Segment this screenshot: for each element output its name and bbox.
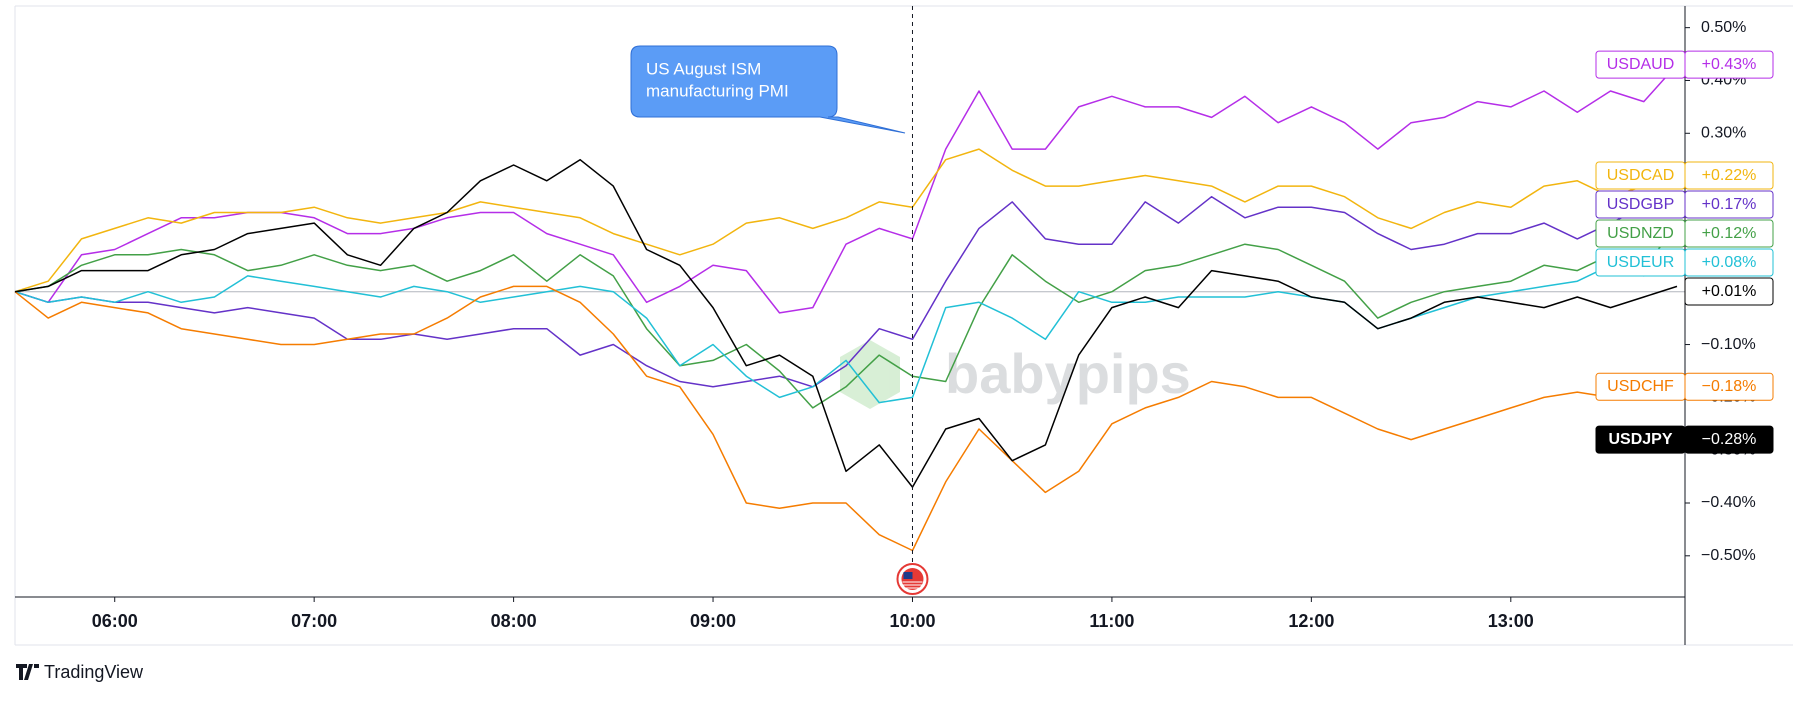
x-tick-label: 08:00	[491, 611, 537, 631]
price-label-box	[1684, 190, 1774, 219]
watermark-icon	[840, 340, 900, 409]
price-label-name: USDCHF	[1607, 378, 1674, 395]
x-tick-label: 12:00	[1288, 611, 1334, 631]
price-label-value: +0.01%	[1702, 283, 1757, 300]
label-layer: USDAUD +0.43% USDCAD +0.22% USDGBP +0.17% USDN…	[1595, 50, 1774, 454]
price-label-name: USDCAD	[1607, 167, 1675, 184]
x-tick-label: 10:00	[889, 611, 935, 631]
y-tick-label: −0.40%	[1701, 494, 1756, 511]
x-tick-label: 07:00	[291, 611, 337, 631]
series-line	[14, 285, 1678, 552]
price-label-box	[1684, 372, 1774, 401]
price-label-value: +0.43%	[1702, 56, 1757, 73]
event-flag-canton	[903, 572, 913, 579]
price-label-name: USDGBP	[1607, 196, 1675, 213]
price-label-name: USDJPY	[1608, 431, 1672, 448]
logo-icon	[16, 664, 39, 680]
series-line	[14, 158, 1678, 488]
series-line	[14, 148, 1678, 293]
x-tick-label: 06:00	[92, 611, 138, 631]
price-label-box	[1684, 425, 1774, 454]
event-layer	[896, 6, 929, 595]
callout-line: US August ISM	[646, 59, 761, 78]
price-label-name: USDEUR	[1607, 254, 1675, 271]
price-label-value: +0.22%	[1702, 167, 1757, 184]
watermark-text: babypips	[945, 342, 1191, 405]
price-label-box	[1684, 50, 1774, 79]
x-tick-label: 13:00	[1488, 611, 1534, 631]
callout: US August ISM manufacturing PMI	[630, 45, 906, 134]
price-label-box	[1684, 248, 1774, 277]
price-label-value: +0.17%	[1702, 196, 1757, 213]
price-label-value: −0.28%	[1702, 431, 1757, 448]
series-line	[14, 195, 1678, 388]
price-label-value: +0.08%	[1702, 254, 1757, 271]
price-label-box	[1684, 219, 1774, 248]
series-layer	[14, 64, 1685, 552]
price-label-box	[1684, 277, 1774, 306]
x-tick-label: 09:00	[690, 611, 736, 631]
y-tick-label: −0.50%	[1701, 547, 1756, 564]
callout-line: manufacturing PMI	[646, 81, 789, 100]
frame	[14, 5, 1793, 646]
callout-box	[630, 45, 906, 134]
price-label-value: +0.12%	[1702, 225, 1757, 242]
price-label-name: USDNZD	[1607, 225, 1674, 242]
logo: TradingView	[16, 662, 144, 682]
axis-layer: 0.50%0.40%0.30%−0.10%−0.20%−0.30%−0.40%−…	[92, 19, 1756, 631]
price-label-name: USDAUD	[1607, 56, 1675, 73]
y-tick-label: 0.30%	[1701, 125, 1746, 142]
series-line	[14, 64, 1678, 314]
y-tick-label: 0.50%	[1701, 19, 1746, 36]
series-line	[14, 227, 1678, 409]
logo-text: TradingView	[44, 662, 144, 682]
price-label-value: −0.18%	[1702, 378, 1757, 395]
y-tick-label: −0.10%	[1701, 336, 1756, 353]
watermark: babypips	[840, 340, 1191, 409]
x-tick-label: 11:00	[1089, 611, 1134, 631]
price-label-box	[1684, 161, 1774, 190]
